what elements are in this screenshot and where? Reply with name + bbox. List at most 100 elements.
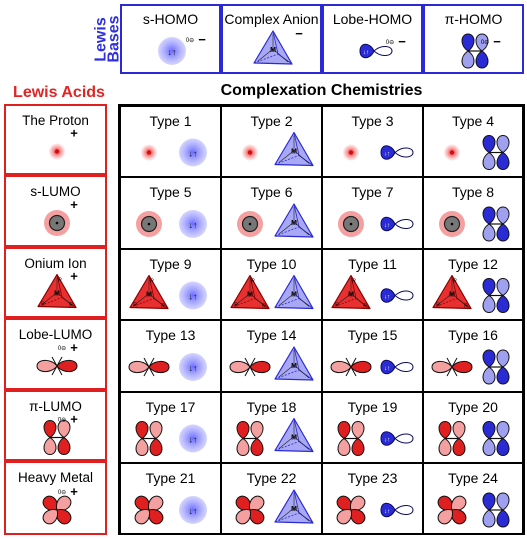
lobe-lumo — [229, 357, 271, 377]
acid-title: s-LUMO — [30, 184, 81, 199]
pi-homo — [461, 33, 489, 69]
complexation-cell: Type 4 — [423, 106, 523, 177]
s-homo-sphere — [179, 210, 207, 238]
electron-pair: ↓↑ — [384, 295, 390, 301]
lobe-homo: ↓↑ — [359, 43, 393, 59]
pi-homo — [482, 420, 510, 457]
heavy-metal — [134, 495, 164, 525]
complexation-cell: Type 20 — [423, 392, 523, 463]
substituent: R — [464, 304, 468, 310]
lobe-homo: ↓↑ — [380, 359, 414, 375]
complexation-cell: Type 8 — [423, 177, 523, 249]
complexation-cell: Type 11 M R R R ↓↑ — [322, 249, 423, 320]
acid-title: The Proton — [22, 113, 89, 128]
complexation-cell: Type 9 M R R R ↓↑ — [120, 249, 221, 320]
pi-homo — [482, 206, 510, 242]
metal-center: M — [291, 435, 297, 442]
metal-center: M — [291, 292, 297, 299]
complexation-pair-icons: ↓↑ — [135, 420, 207, 457]
acid-row-proton: The Proton + — [4, 104, 107, 175]
heavy-metal-icon: 0⊖ + — [42, 484, 78, 525]
substituent: R — [453, 279, 457, 285]
s-homo-sphere — [179, 353, 207, 381]
heavy-metal — [437, 495, 467, 525]
complexation-pair-icons: M — [236, 417, 314, 457]
complexation-cell: Type 22 M — [221, 463, 322, 535]
substituent: R — [335, 303, 339, 309]
complexation-cell: Type 1 ↓↑ — [120, 106, 221, 177]
complexation-cell: Type 5 ↓↑ — [120, 177, 221, 249]
complexation-cell: Type 17 ↓↑ — [120, 392, 221, 463]
complexation-pair-icons: ↓↑ — [330, 357, 414, 377]
complexation-type-label: Type 17 — [145, 399, 196, 415]
electron-pair: ↓↑ — [189, 292, 198, 302]
negative-charge: − — [295, 26, 303, 41]
positive-charge: + — [70, 412, 78, 427]
lobe-homo-icon: ↓↑ 0⊖ − — [359, 34, 406, 59]
substituent: R — [363, 304, 367, 310]
complexation-pair-icons: M R R R ↓↑ — [331, 274, 414, 310]
acid-title: Lobe-LUMO — [18, 327, 93, 342]
complexation-cell: Type 16 — [423, 320, 523, 392]
complexation-type-label: Type 21 — [145, 470, 196, 486]
electron-pair: ↓↑ — [384, 223, 390, 229]
complexation-type-label: Type 4 — [451, 113, 495, 129]
acid-title: Onium Ion — [24, 256, 87, 271]
lobe-homo: ↓↑ — [380, 145, 414, 160]
base-title: Lobe-HOMO — [332, 11, 413, 27]
pi-homo — [482, 492, 510, 528]
complexation-cell: Type 21 ↓↑ — [120, 463, 221, 535]
complexation-type-label: Type 1 — [149, 113, 192, 129]
pi-homo — [482, 134, 510, 171]
electron-pair: ↓↑ — [189, 363, 198, 373]
tetrahedral-complex: M R R R — [432, 274, 472, 310]
s-homo-sphere — [179, 496, 207, 524]
positive-charge: + — [70, 126, 78, 141]
tetrahedral-complex: M R R R — [129, 274, 169, 310]
electron-pair: ↓↑ — [189, 506, 198, 516]
complexation-type-label: Type 14 — [246, 327, 297, 343]
complexation-pair-icons: ↓↑ — [128, 353, 207, 381]
complexation-pair-icons: ↓↑ — [136, 210, 207, 238]
metal-center: M — [247, 292, 253, 299]
complexation-pair-icons: ↓↑ — [336, 495, 414, 525]
acid-title: π-LUMO — [29, 399, 82, 414]
metal-center: M — [449, 292, 455, 299]
electron-pair: ↓↑ — [384, 509, 390, 515]
complexation-type-label: Type 20 — [448, 399, 498, 415]
tetrahedral-complex: M — [253, 30, 293, 65]
base-header-pi-homo: π-HOMO 0⊖ − — [423, 4, 524, 74]
complexation-type-label: Type 6 — [250, 184, 293, 200]
complexation-cell: Type 7 ↓↑ — [322, 177, 423, 249]
positive-charge: + — [70, 269, 78, 284]
heavy-metal — [235, 495, 265, 525]
metal-center: M — [291, 220, 297, 227]
substituent: R — [133, 303, 137, 309]
complexation-cell: Type 6 M — [221, 177, 322, 249]
substituent: R — [69, 303, 73, 309]
complexation-pair-icons: ↓↑ — [134, 495, 207, 525]
complexation-cell: Type 15 ↓↑ — [322, 320, 423, 392]
complexation-type-label: Type 15 — [347, 327, 398, 343]
negative-charge: − — [198, 32, 206, 47]
grid-title: Complexation Chemistries — [220, 82, 423, 99]
acid-row-s-lumo: s-LUMO + — [4, 175, 107, 247]
base-header-lobe-homo: Lobe-HOMO ↓↑ 0⊖ − — [322, 4, 423, 74]
complexation-pair-icons — [437, 492, 510, 528]
base-header-s-homo: s-HOMO ↓↑ 0⊖ − — [120, 4, 221, 74]
metal-center: M — [291, 149, 297, 156]
complexation-type-label: Type 3 — [351, 113, 394, 129]
complexation-type-label: Type 11 — [348, 256, 397, 272]
s-homo-sphere — [179, 138, 207, 167]
pi-homo-icon: 0⊖ − — [461, 33, 501, 69]
metal-center: M — [270, 47, 276, 54]
negative-charge: − — [493, 34, 501, 49]
electron-pair: ↓↑ — [384, 152, 390, 158]
s-homo-sphere — [179, 281, 207, 310]
tetrahedral-complex: M — [274, 274, 314, 310]
s-homo-sphere — [179, 424, 207, 453]
metal-center: M — [146, 292, 152, 299]
metal-center: M — [291, 363, 297, 370]
positive-charge: + — [70, 484, 78, 499]
electron-pair: ↓↑ — [384, 366, 390, 372]
